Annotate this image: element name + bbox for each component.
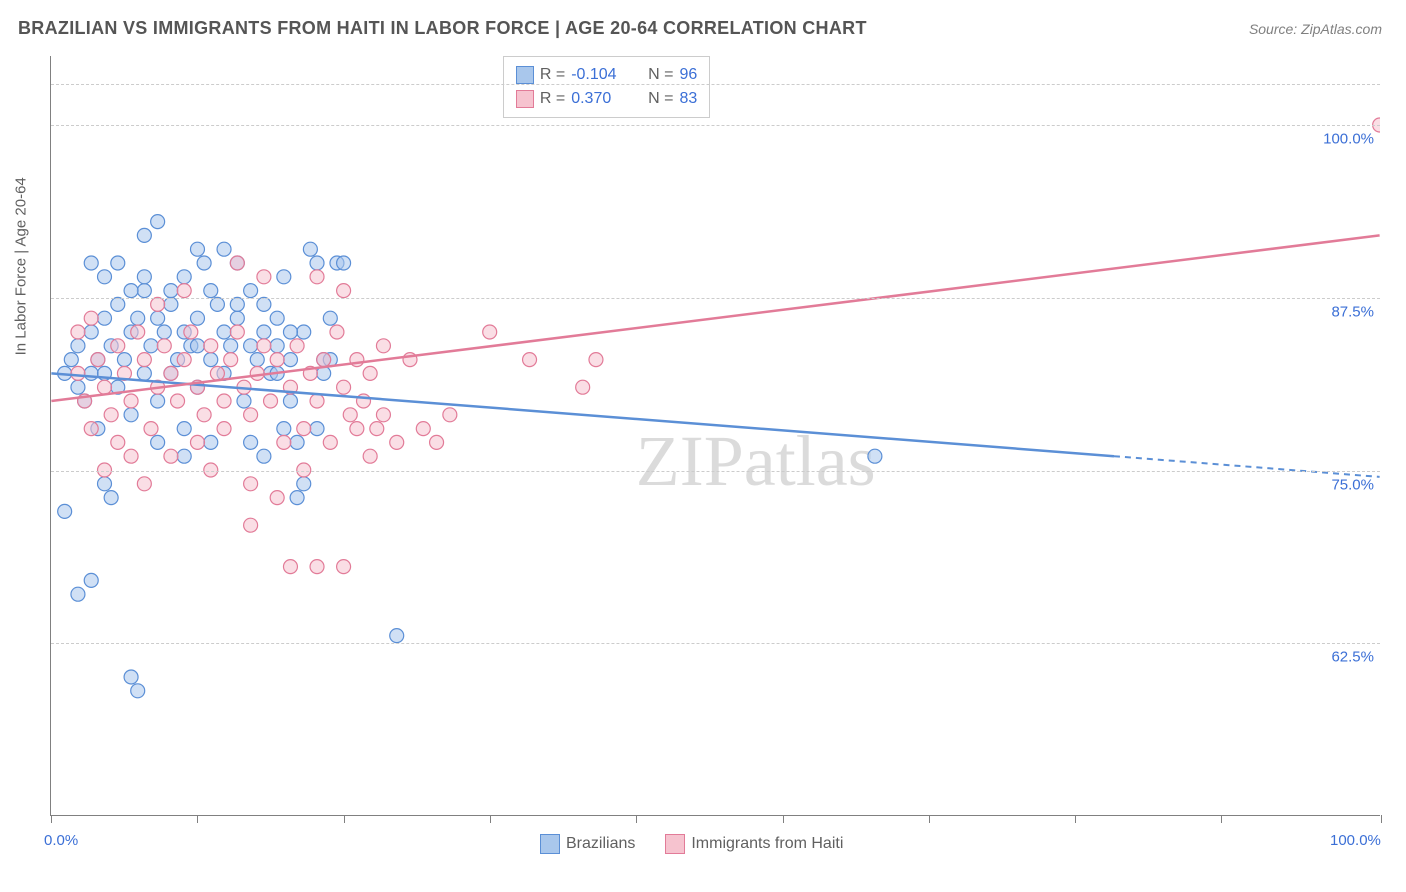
y-tick-label: 87.5% [1331,303,1374,320]
series-legend: Brazilians Immigrants from Haiti [540,832,843,856]
chart-title: BRAZILIAN VS IMMIGRANTS FROM HAITI IN LA… [18,18,867,39]
x-axis-max-label: 100.0% [1330,832,1381,849]
y-tick-label: 62.5% [1331,649,1374,666]
x-tick [1075,815,1076,823]
n-label: N = [639,87,673,111]
header-row: BRAZILIAN VS IMMIGRANTS FROM HAITI IN LA… [0,0,1406,45]
legend-label: Immigrants from Haiti [691,832,843,856]
r-value: 0.370 [571,87,633,111]
stats-legend-row: R = 0.370 N = 83 [516,87,697,111]
y-axis-label: In Labor Force | Age 20-64 [13,177,30,355]
x-tick [1381,815,1382,823]
x-tick [783,815,784,823]
x-tick [51,815,52,823]
gridline [51,298,1380,299]
x-tick [929,815,930,823]
y-tick-label: 75.0% [1331,476,1374,493]
legend-swatch [540,834,560,854]
x-tick [1221,815,1222,823]
gridline [51,125,1380,126]
legend-swatch [665,834,685,854]
watermark: ZIPatlas [636,420,876,503]
legend-item: Immigrants from Haiti [665,832,843,856]
chart-svg [51,56,1380,815]
legend-item: Brazilians [540,832,635,856]
y-tick-label: 100.0% [1323,131,1374,148]
n-value: 83 [679,87,697,111]
legend-label: Brazilians [566,832,635,856]
x-tick [344,815,345,823]
x-axis-min-label: 0.0% [44,832,78,849]
legend-swatch [516,66,534,84]
gridline [51,471,1380,472]
correlation-chart: BRAZILIAN VS IMMIGRANTS FROM HAITI IN LA… [0,0,1406,892]
legend-swatch [516,90,534,108]
x-tick [490,815,491,823]
plot-area: In Labor Force | Age 20-64 ZIPatlas R = … [50,56,1380,816]
gridline [51,84,1380,85]
r-label: R = [540,87,565,111]
x-tick [197,815,198,823]
source-attribution: Source: ZipAtlas.com [1249,21,1382,37]
stats-legend: R = -0.104 N = 96R = 0.370 N = 83 [503,56,710,118]
x-tick [636,815,637,823]
gridline [51,643,1380,644]
